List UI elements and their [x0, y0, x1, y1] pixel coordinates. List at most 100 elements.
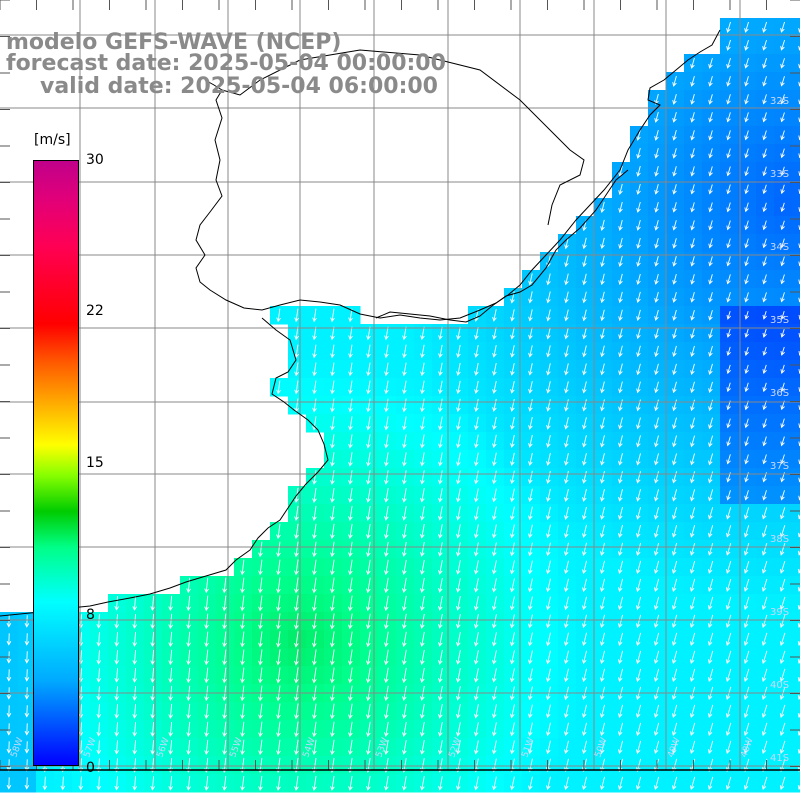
wind-arrowhead: [420, 731, 425, 737]
wind-arrow: [493, 416, 497, 430]
wind-arrowhead: [671, 550, 677, 556]
wind-arrow: [493, 542, 497, 556]
wind-arrowhead: [743, 568, 749, 574]
wind-arrow: [727, 130, 731, 140]
wind-arrow: [223, 577, 227, 593]
wind-arrowhead: [528, 587, 533, 593]
wind-arrow: [385, 505, 389, 521]
wind-cell: [792, 378, 800, 397]
wind-arrowhead: [528, 785, 533, 791]
wind-arrowhead: [762, 153, 767, 159]
wind-arrow: [673, 148, 677, 158]
wind-arrow: [763, 148, 767, 158]
wind-arrow: [762, 560, 768, 574]
wind-arrowhead: [653, 659, 659, 665]
wind-arrowhead: [96, 659, 102, 665]
wind-arrowhead: [474, 605, 479, 611]
wind-arrowhead: [636, 551, 641, 556]
wind-arrowhead: [366, 389, 371, 395]
wind-arrowhead: [672, 135, 677, 141]
wind-arrow: [313, 631, 317, 647]
wind-arrow: [781, 454, 785, 464]
wind-arrow: [529, 381, 533, 393]
wind-arrowhead: [672, 334, 677, 339]
wind-arrowhead: [672, 279, 677, 285]
wind-arrow: [511, 542, 515, 556]
wind-arrow: [637, 363, 641, 375]
wind-arrowhead: [761, 532, 767, 538]
wind-arrow: [744, 578, 750, 592]
wind-arrowhead: [456, 641, 461, 647]
wind-arrow: [619, 201, 623, 213]
wind-arrow: [529, 273, 533, 285]
wind-arrow: [745, 328, 749, 338]
wind-arrowhead: [456, 659, 461, 665]
wind-arrow: [637, 165, 641, 177]
wind-arrow: [637, 417, 641, 429]
wind-arrowhead: [420, 425, 425, 431]
wind-arrow: [762, 632, 768, 646]
wind-arrowhead: [672, 315, 677, 321]
wind-arrowhead: [330, 317, 335, 323]
wind-arrow: [745, 130, 749, 140]
wind-arrowhead: [510, 569, 515, 575]
wind-arrowhead: [654, 316, 659, 321]
wind-arrow: [331, 523, 335, 539]
wind-arrow: [618, 650, 624, 664]
wind-arrowhead: [564, 244, 569, 250]
wind-arrowhead: [672, 171, 677, 177]
wind-arrow: [637, 147, 641, 159]
wind-arrow: [259, 667, 263, 683]
wind-arrowhead: [653, 749, 659, 755]
wind-arrow: [691, 453, 695, 465]
wind-arrowhead: [384, 335, 389, 341]
wind-arrow: [241, 703, 245, 719]
wind-arrow: [547, 327, 551, 339]
wind-arrowhead: [456, 389, 461, 395]
wind-arrowhead: [384, 516, 389, 521]
wind-arrowhead: [96, 749, 102, 755]
wind-arrowhead: [510, 533, 515, 539]
wind-arrow: [331, 739, 335, 755]
wind-arrow: [475, 434, 479, 448]
wind-arrow: [151, 740, 155, 754]
wind-arrowhead: [708, 171, 713, 177]
wind-arrowhead: [474, 569, 479, 575]
wind-arrow: [583, 524, 587, 538]
wind-arrow: [349, 398, 353, 412]
wind-arrow: [385, 577, 389, 593]
wind-arrow: [116, 722, 118, 736]
wind-arrow: [277, 541, 281, 557]
wind-arrowhead: [617, 605, 623, 611]
wind-arrow: [457, 614, 461, 628]
wind-arrow: [727, 382, 731, 392]
wind-arrowhead: [438, 497, 443, 503]
wind-arrowhead: [564, 659, 569, 665]
wind-arrowhead: [743, 623, 749, 628]
wind-arrowhead: [492, 569, 497, 575]
wind-arrow: [565, 345, 569, 357]
wind-arrowhead: [617, 785, 623, 791]
wind-arrowhead: [690, 352, 695, 357]
wind-arrowhead: [384, 732, 389, 738]
wind-arrowhead: [546, 533, 551, 539]
wind-arrow: [313, 505, 317, 521]
wind-arrowhead: [366, 660, 371, 666]
wind-arrowhead: [779, 695, 785, 700]
wind-arrowhead: [707, 785, 713, 791]
wind-arrowhead: [186, 714, 191, 720]
wind-arrow: [457, 668, 461, 682]
wind-arrow: [493, 309, 497, 321]
wind-arrow: [709, 363, 713, 375]
wind-arrowhead: [617, 767, 623, 773]
wind-arrow: [619, 363, 623, 375]
wind-arrowhead: [78, 677, 84, 683]
wind-arrowhead: [546, 641, 551, 647]
wind-arrow: [493, 362, 497, 376]
wind-arrow: [745, 21, 749, 33]
wind-arrow: [475, 704, 479, 718]
wind-arrowhead: [6, 784, 12, 790]
wind-arrow: [727, 490, 731, 500]
wind-arrowhead: [348, 696, 353, 702]
wind-arrowhead: [402, 714, 407, 719]
